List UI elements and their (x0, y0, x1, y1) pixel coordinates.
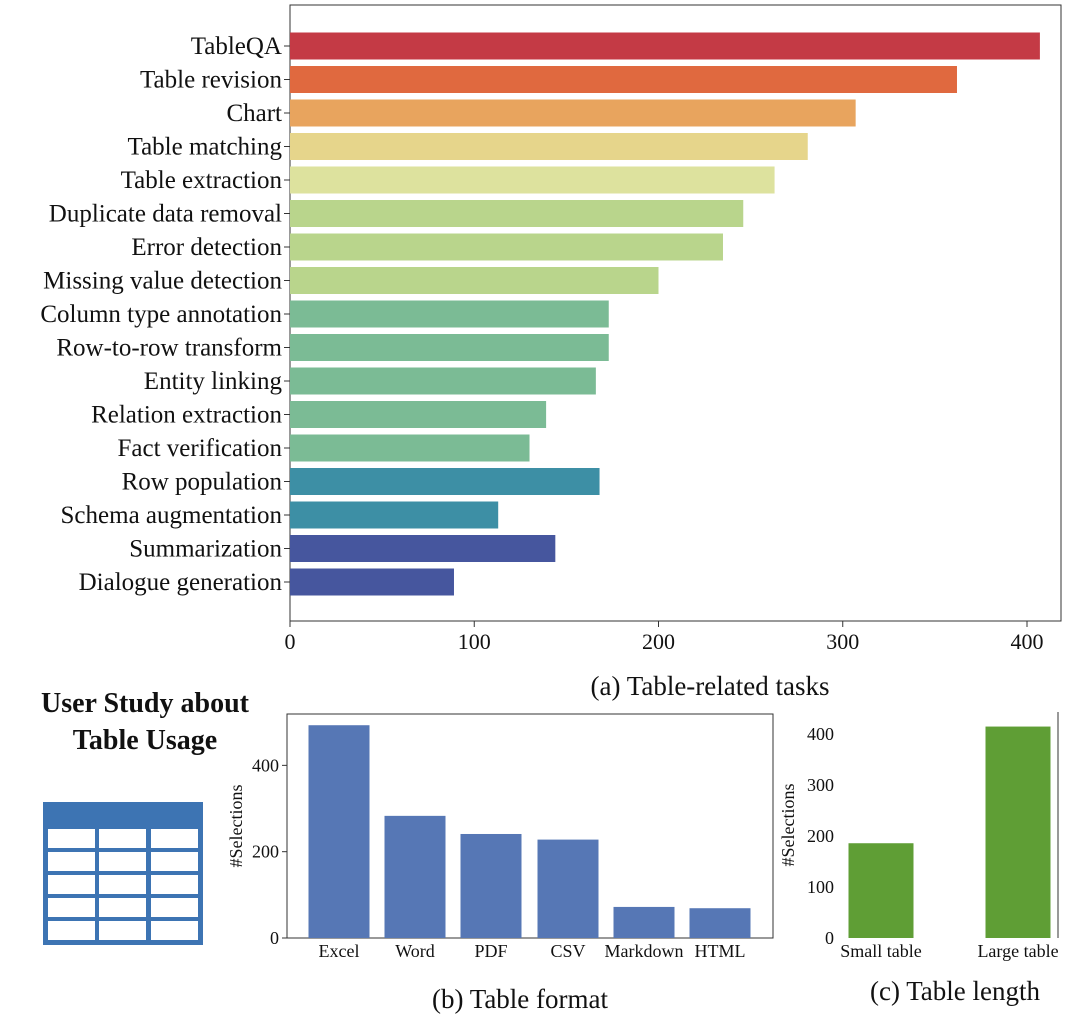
y-tick-label-300: 300 (807, 775, 834, 795)
table-icon-cell (48, 852, 95, 871)
bar-table-extraction (290, 166, 775, 194)
table-icon-cell (151, 921, 198, 940)
y-tick-label-200: 200 (807, 826, 834, 846)
x-tick-label-markdown: Markdown (605, 941, 684, 961)
table-grid-icon (43, 802, 203, 945)
table-icon-cell (99, 829, 146, 848)
bar-html (689, 908, 751, 938)
y-tick-label-missing-value-detection: Missing value detection (43, 268, 282, 295)
table-icon-cell (48, 921, 95, 940)
chart-c-caption: (c) Table length (870, 976, 1041, 1006)
user-study-title: User Study about Table Usage (41, 688, 250, 756)
table-icon-cell (151, 829, 198, 848)
bar-schema-augmentation (290, 501, 499, 529)
x-tick-label-small-table: Small table (840, 941, 921, 961)
table-icon-cell (99, 898, 146, 917)
table-icon-cell (151, 875, 198, 894)
x-tick-label-excel: Excel (319, 941, 360, 961)
bar-error-detection (290, 233, 723, 261)
y-tick-label-summarization: Summarization (129, 536, 282, 563)
x-tick-label-html: HTML (695, 941, 746, 961)
x-tick-label-large-table: Large table (977, 941, 1058, 961)
y-tick-label-400: 400 (252, 755, 279, 775)
y-tick-label-0: 0 (825, 928, 834, 948)
x-tick-label-pdf: PDF (474, 941, 507, 961)
y-tick-label-200: 200 (252, 842, 279, 862)
bar-summarization (290, 535, 556, 562)
bar-table-matching (290, 133, 808, 160)
y-tick-label-entity-linking: Entity linking (144, 368, 283, 395)
chart-table-length: Small table Large table 0 100 200 300 400 #Sel… (778, 712, 1059, 1006)
y-tick-label-relation-extraction: Relation extraction (91, 402, 282, 429)
table-icon-cell (48, 875, 95, 894)
bar-fact-verification (290, 434, 530, 462)
bar-entity-linking (290, 367, 596, 395)
bar-duplicate-data-removal (290, 200, 744, 227)
chart-b-caption: (b) Table format (432, 984, 609, 1014)
table-icon-cell (48, 898, 95, 917)
y-tick-label-error-detection: Error detection (131, 234, 282, 261)
bar-pdf (460, 833, 522, 938)
x-tick-label-0: 0 (285, 629, 296, 654)
x-tick-label-csv: CSV (550, 941, 585, 961)
y-tick-label-tableqa: TableQA (191, 33, 282, 60)
bar-small-table (848, 843, 914, 938)
x-tick-label-word: Word (395, 941, 435, 961)
bar-row-population (290, 468, 600, 495)
bar-row-to-row-transform (290, 334, 609, 361)
y-tick-label-chart: Chart (226, 100, 282, 127)
bar-column-type-annotation (290, 300, 609, 328)
y-tick-label-row-to-row-transform: Row-to-row transform (56, 335, 282, 362)
study-title-line-2: Table Usage (73, 725, 217, 756)
bar-chart (290, 99, 856, 127)
y-tick-label-dialogue-generation: Dialogue generation (79, 569, 283, 596)
y-tick-label-400: 400 (807, 724, 834, 744)
chart-a-caption: (a) Table-related tasks (591, 671, 830, 701)
table-icon-cell (151, 898, 198, 917)
bar-missing-value-detection (290, 267, 659, 294)
table-icon-cell (99, 875, 146, 894)
y-tick-label-100: 100 (807, 877, 834, 897)
table-icon-cell (99, 852, 146, 871)
bar-relation-extraction (290, 401, 547, 428)
x-tick-label-300: 300 (826, 629, 859, 654)
study-title-line-1: User Study about (41, 688, 250, 719)
y-tick-label-duplicate-data-removal: Duplicate data removal (49, 201, 282, 228)
y-tick-label-schema-augmentation: Schema augmentation (61, 502, 283, 529)
chart-table-related-tasks: TableQA Table revision Chart Table matching… (40, 4, 1062, 701)
bar-markdown (613, 906, 675, 938)
chart-c-ylabel: #Selections (778, 784, 798, 867)
y-tick-label-column-type-annotation: Column type annotation (40, 301, 282, 328)
y-tick-label-table-revision: Table revision (140, 67, 282, 94)
x-tick-label-100: 100 (458, 629, 491, 654)
y-tick-label-0: 0 (270, 928, 279, 948)
chart-b-ylabel: #Selections (226, 785, 246, 868)
y-tick-label-row-population: Row population (122, 469, 283, 496)
y-tick-label-table-extraction: Table extraction (121, 167, 283, 194)
chart-b-frame (286, 713, 774, 939)
bar-csv (537, 839, 599, 938)
bar-large-table (985, 726, 1051, 938)
x-tick-label-200: 200 (642, 629, 675, 654)
bar-excel (308, 725, 370, 938)
bar-dialogue-generation (290, 568, 454, 596)
bar-table-revision (290, 66, 957, 93)
bar-tableqa (290, 32, 1040, 60)
chart-table-format: Excel Word PDF CSV Markdown HTML 0 200 400 #Sele… (226, 713, 774, 1014)
bar-word (384, 815, 446, 938)
y-tick-label-table-matching: Table matching (128, 134, 283, 161)
table-icon-cell (151, 852, 198, 871)
x-tick-label-400: 400 (1011, 629, 1044, 654)
table-icon-cell (48, 829, 95, 848)
y-tick-label-fact-verification: Fact verification (117, 435, 282, 462)
table-icon-cell (99, 921, 146, 940)
